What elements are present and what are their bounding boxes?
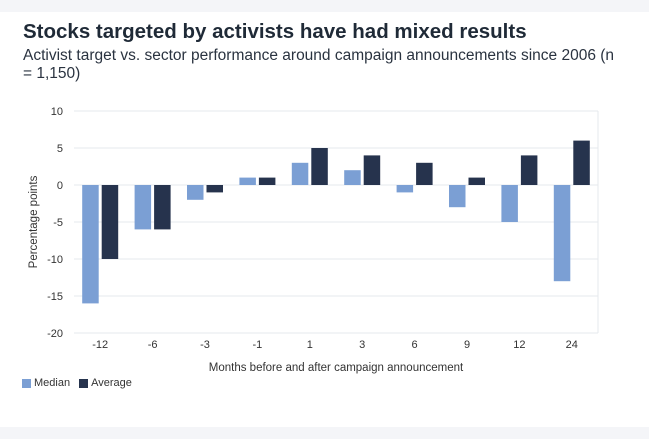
- x-tick-label: 24: [566, 339, 578, 351]
- bar-average--1: [258, 177, 276, 185]
- bar-median-3: [344, 170, 361, 185]
- chart-title: Stocks targeted by activists have had mi…: [23, 20, 527, 43]
- legend-swatch-median: [22, 378, 31, 388]
- legend-label-average: Average: [91, 377, 132, 389]
- y-tick-label: -10: [47, 254, 63, 266]
- bar-median-24: [553, 185, 571, 282]
- bar-average-24: [573, 140, 590, 185]
- bar-average-1: [311, 148, 328, 185]
- bar-average-12: [520, 155, 538, 185]
- y-tick-label: 10: [51, 106, 63, 118]
- bar-average--3: [206, 185, 223, 193]
- bar-median--3: [187, 185, 204, 200]
- legend-item-average: Average: [79, 377, 132, 389]
- bar-average-6: [416, 162, 433, 185]
- x-tick-label: -3: [200, 339, 210, 351]
- x-tick-label: 12: [513, 339, 525, 351]
- bar-average-9: [468, 177, 485, 185]
- bar-median--6: [134, 185, 152, 230]
- bar-median--12: [82, 185, 99, 304]
- bar-average-3: [363, 155, 381, 185]
- bar-average--12: [101, 185, 119, 259]
- x-tick-label: 6: [412, 339, 418, 351]
- x-tick-label: -1: [253, 339, 263, 351]
- bar-median-1: [291, 162, 309, 185]
- legend-item-median: Median: [22, 377, 70, 389]
- x-axis-title: Months before and after campaign announc…: [209, 362, 464, 374]
- x-tick-label: 3: [359, 339, 365, 351]
- x-tick-label: -6: [148, 339, 158, 351]
- bar-median-12: [501, 185, 518, 222]
- y-tick-label: -15: [47, 291, 63, 303]
- y-axis-title: Percentage points: [28, 175, 40, 268]
- y-tick-label: -5: [53, 217, 63, 229]
- legend-label-median: Median: [34, 377, 71, 389]
- legend-swatch-average: [79, 378, 89, 388]
- legend: Median Average: [22, 377, 141, 389]
- bar-median--1: [239, 177, 256, 185]
- bar-median-6: [396, 185, 414, 193]
- bar-median-9: [449, 185, 466, 208]
- y-tick-label: 5: [57, 143, 63, 155]
- x-tick-label: 1: [307, 339, 313, 351]
- x-tick-label: -12: [92, 339, 108, 351]
- chart-subtitle: Activist target vs. sector performance a…: [23, 47, 615, 82]
- y-tick-label: 0: [57, 180, 63, 192]
- x-tick-label: 9: [464, 339, 470, 351]
- y-tick-label: -20: [47, 328, 63, 340]
- bar-average--6: [154, 185, 171, 230]
